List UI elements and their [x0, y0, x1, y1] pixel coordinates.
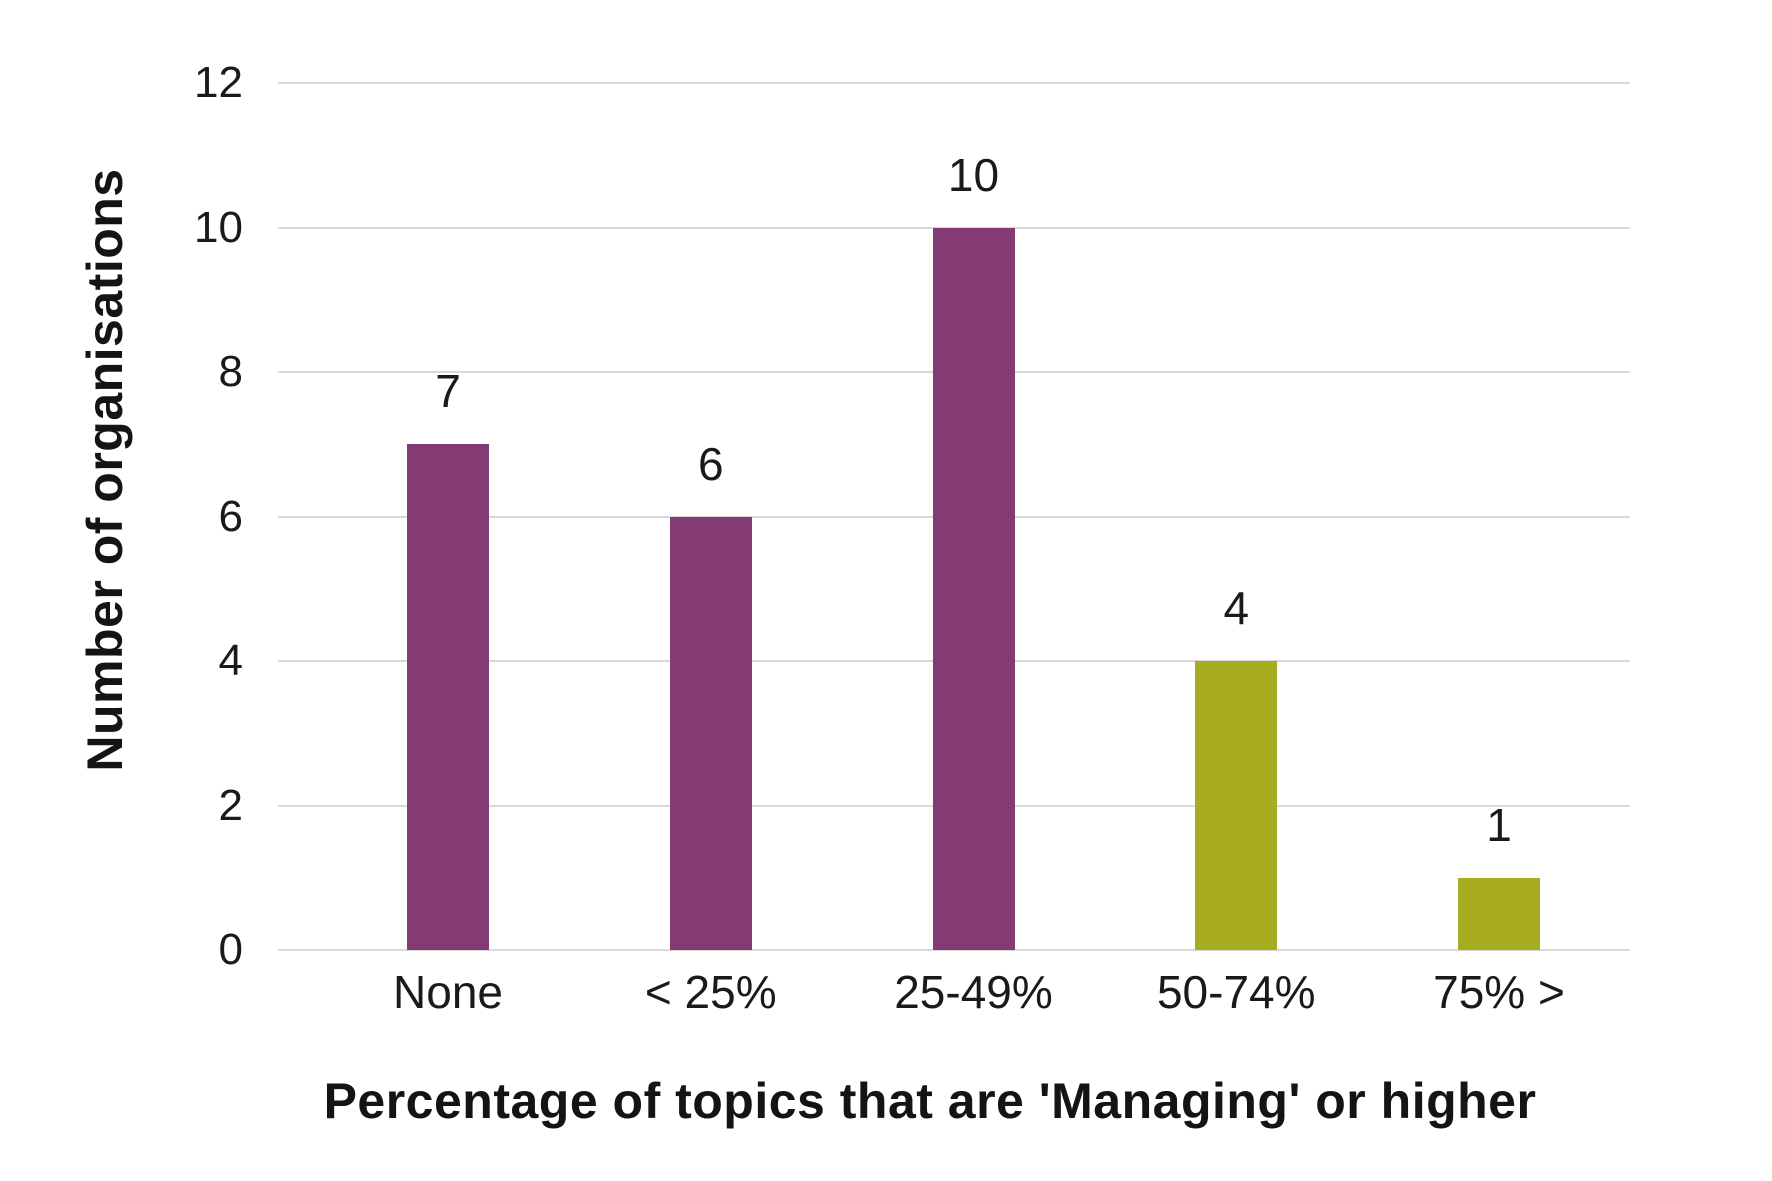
bar-value-label: 7 [435, 365, 461, 418]
y-tick-label-6: 6 [218, 491, 243, 541]
bar-None [407, 444, 489, 950]
y-tick-label-10: 10 [194, 202, 243, 252]
bar-< 25% [669, 516, 752, 950]
x-tick-label: 50-74% [1156, 966, 1316, 1018]
x-tick-label: 75% > [1433, 966, 1565, 1018]
y-tick-label-4: 4 [218, 636, 243, 685]
bar-value-label: 1 [1486, 798, 1512, 851]
y-tick-label-8: 8 [218, 347, 243, 396]
y-tick-label-12: 12 [194, 58, 243, 107]
bar-value-label: 4 [1223, 582, 1250, 634]
y-tick-label-0: 0 [218, 925, 243, 974]
x-axis-title: Percentage of topics that are 'Managing'… [323, 1073, 1537, 1129]
gridline-y-12 [278, 82, 1630, 84]
bar-25-49% [932, 227, 1015, 950]
gridline-y-0 [278, 949, 1630, 951]
x-tick-label: < 25% [644, 966, 777, 1018]
x-tick-label: 25-49% [894, 966, 1053, 1018]
bar-value-label: 10 [947, 148, 1000, 201]
bar-value-label: 6 [697, 437, 724, 490]
x-tick-label: None [393, 966, 503, 1018]
bar-75% > [1458, 877, 1540, 950]
bar-50-74% [1195, 661, 1278, 950]
y-tick-label-2: 2 [218, 780, 243, 830]
